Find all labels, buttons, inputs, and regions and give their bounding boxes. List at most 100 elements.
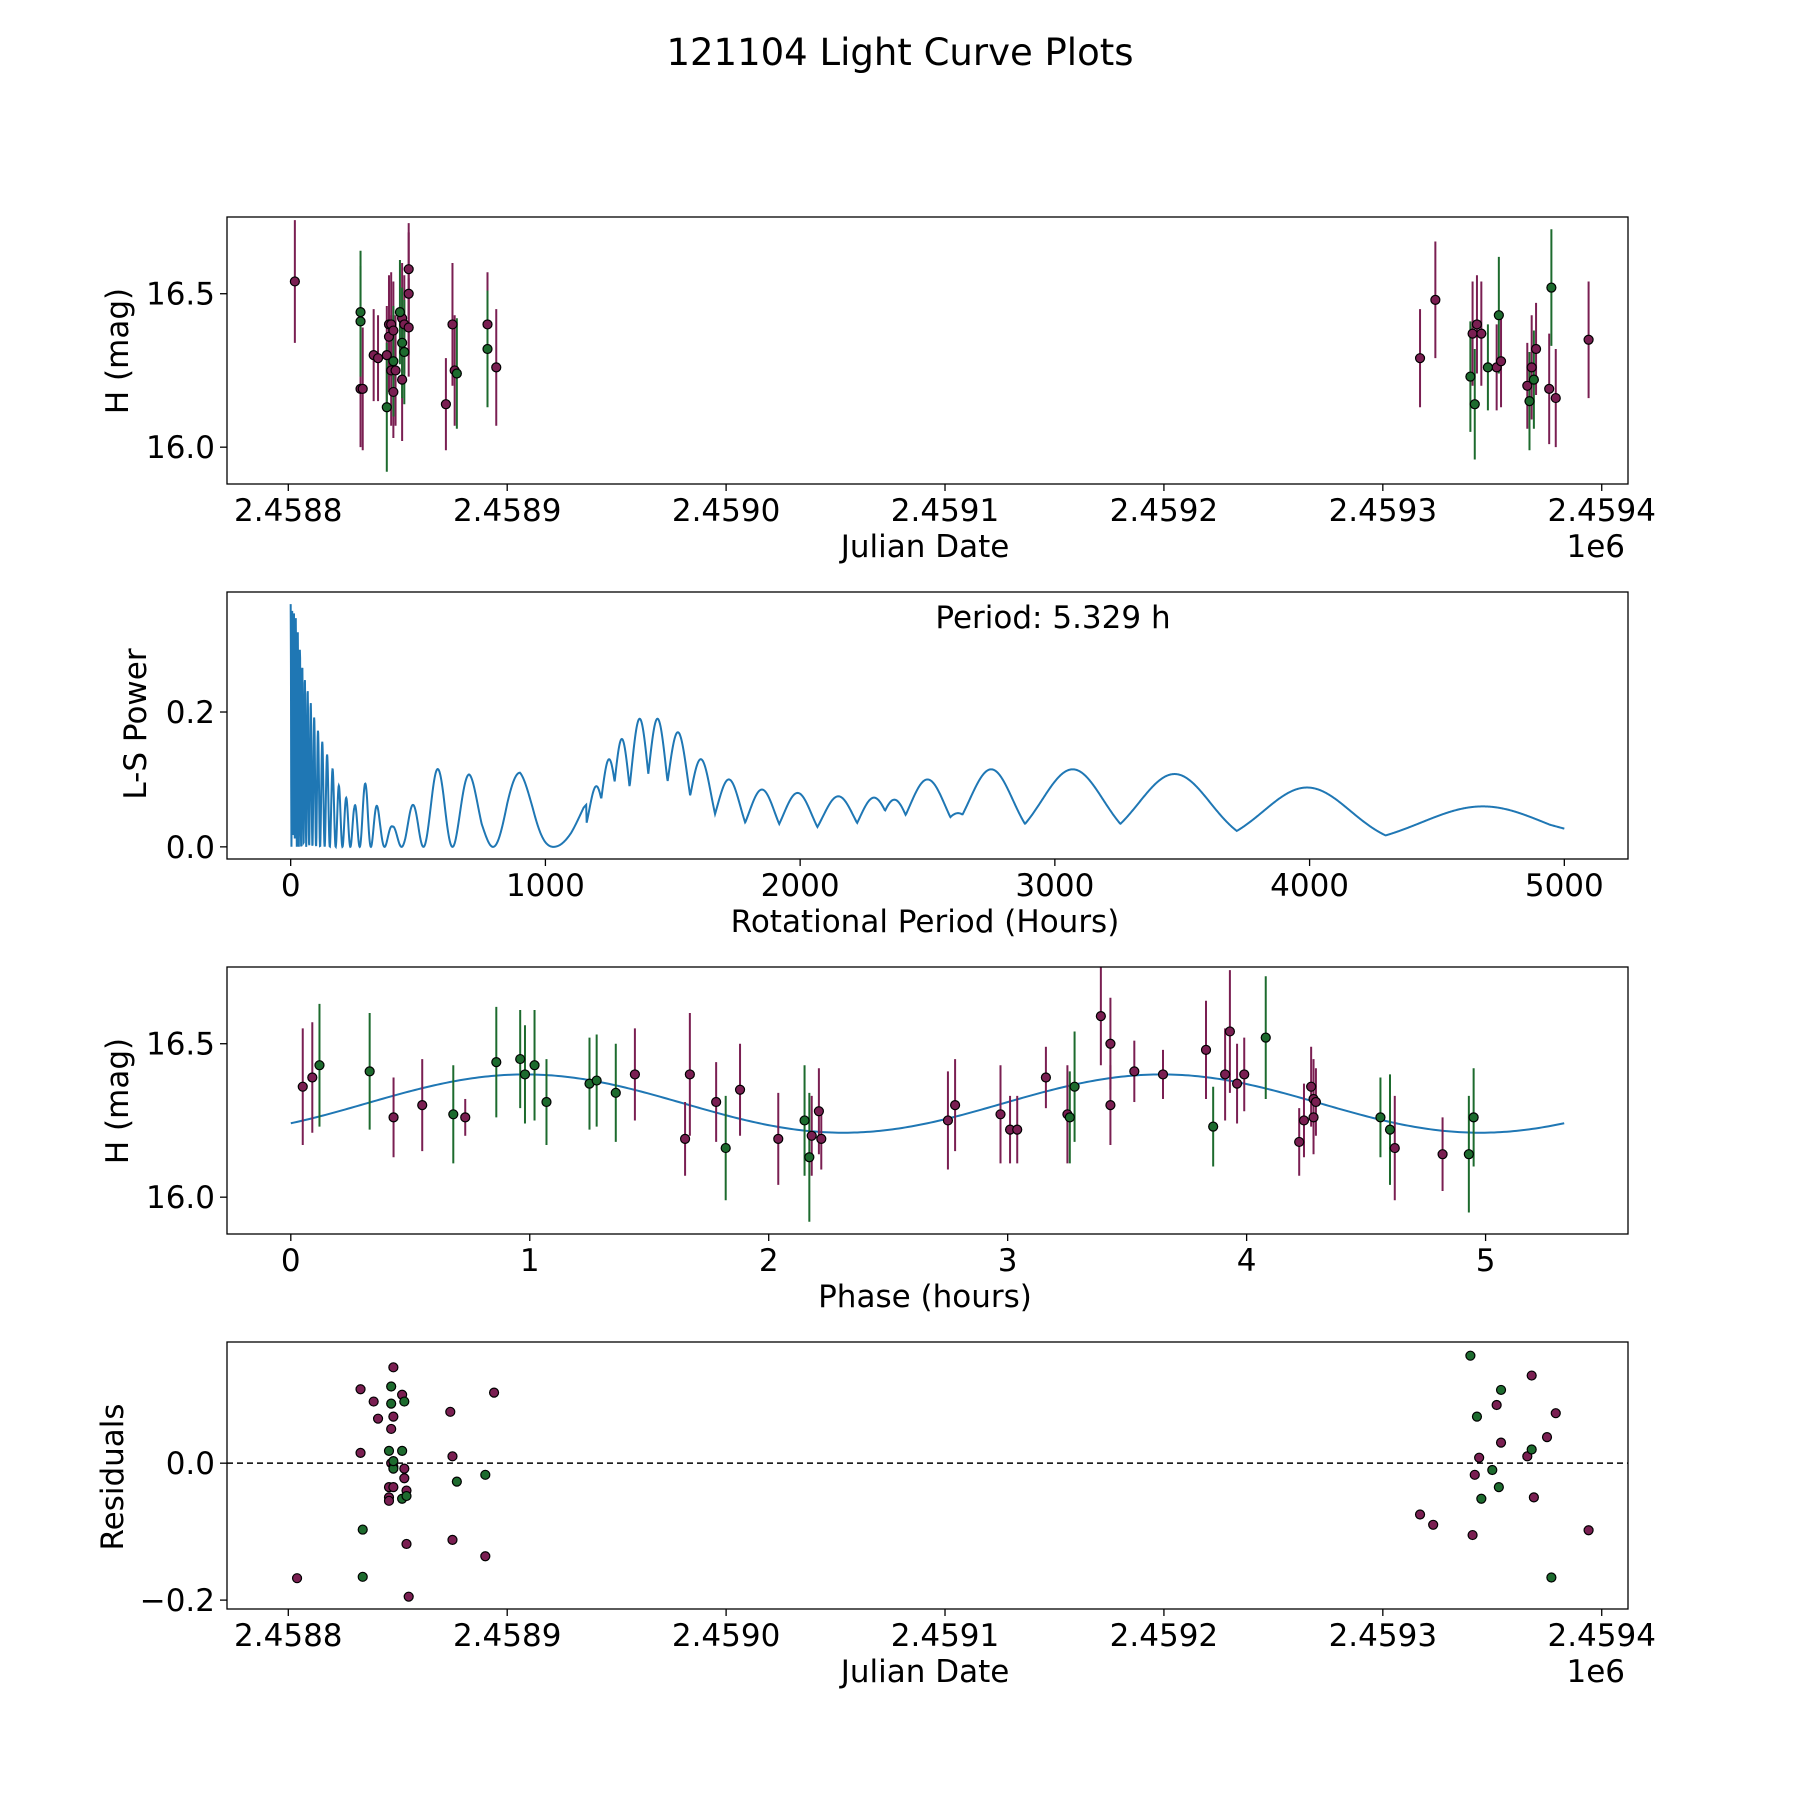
phase-point-purple	[1306, 1081, 1317, 1092]
phase-xtick-label: 4	[1237, 1243, 1257, 1279]
lightcurve-point-purple	[1467, 328, 1478, 339]
lightcurve-point-purple	[440, 399, 452, 410]
phase-point-purple	[1308, 1112, 1319, 1123]
phase-point-purple	[1129, 1066, 1140, 1077]
lightcurve-point-purple	[403, 322, 414, 333]
phase-point-purple	[460, 1112, 471, 1123]
residuals-point-purple	[447, 1534, 458, 1545]
residuals-ytick-label: −0.2	[140, 1583, 215, 1619]
residuals-point-purple	[388, 1411, 399, 1422]
residuals-point-purple	[1528, 1492, 1539, 1503]
residuals-point-purple	[403, 1591, 414, 1602]
phase-xtick-label: 0	[281, 1243, 301, 1279]
phase-point-purple	[684, 1069, 695, 1080]
lightcurve-point-green	[1528, 374, 1539, 385]
phase-point-purple	[1294, 1136, 1305, 1148]
residuals-point-purple	[1583, 1525, 1594, 1536]
residuals-point-green	[1487, 1464, 1498, 1476]
phase-point-purple	[1298, 1115, 1310, 1126]
residuals-panel: Julian Date Residuals 1e6 2.4588 2.4589 2.…	[95, 1341, 1656, 1690]
phase-point-purple	[629, 1069, 640, 1080]
lightcurve-point-green	[1524, 396, 1535, 407]
lightcurve-point-purple	[403, 288, 414, 299]
lightcurve-point-purple	[491, 362, 502, 373]
lightcurve-xtick-label: 2.4591	[891, 493, 999, 529]
residuals-ytick-label: 0.0	[166, 1446, 215, 1482]
residuals-point-purple	[401, 1538, 412, 1550]
lightcurve-offset-label: 1e6	[1566, 529, 1625, 565]
residuals-point-purple	[480, 1551, 491, 1562]
phase-point-purple	[816, 1133, 827, 1144]
residuals-point-green	[1465, 1350, 1476, 1361]
lightcurve-point-green	[355, 307, 366, 318]
phase-point-green	[720, 1142, 731, 1154]
residuals-xtick-label: 2.4590	[672, 1618, 780, 1654]
residuals-point-purple	[1428, 1519, 1439, 1530]
residuals-point-green	[383, 1445, 395, 1456]
phase-axes-frame	[226, 966, 1629, 1235]
phase-point-purple	[679, 1133, 691, 1144]
lightcurve-xtick-label: 2.4594	[1547, 493, 1655, 529]
phase-xtick-label: 5	[1476, 1243, 1496, 1279]
lightcurve-point-green	[1465, 371, 1476, 382]
phase-point-purple	[995, 1109, 1006, 1120]
residuals-point-purple	[291, 1573, 303, 1584]
lightcurve-point-purple	[390, 365, 401, 376]
residuals-xlabel: Julian Date	[839, 1654, 1010, 1690]
phase-point-purple	[734, 1084, 746, 1095]
residuals-point-green	[386, 1381, 397, 1392]
periodogram-line	[289, 604, 1565, 850]
phase-point-purple	[949, 1100, 961, 1111]
lightcurve-point-green	[1546, 282, 1557, 293]
residuals-point-purple	[1467, 1529, 1478, 1541]
phase-point-purple	[297, 1081, 308, 1092]
phase-point-purple	[417, 1100, 428, 1111]
periodogram-ylabel: L-S Power	[118, 648, 154, 799]
phase-point-green	[541, 1096, 552, 1108]
phase-point-purple	[773, 1133, 784, 1144]
residuals-point-purple	[1491, 1399, 1502, 1411]
phase-point-purple	[1105, 1038, 1116, 1049]
periodogram-xtick-label: 1000	[506, 868, 585, 904]
lightcurve-point-green	[1469, 399, 1480, 410]
phase-point-green	[364, 1066, 375, 1077]
periodogram-xtick-label: 2000	[761, 868, 840, 904]
periodogram-xtick-label: 4000	[1270, 868, 1349, 904]
phase-ytick-label: 16.0	[146, 1180, 215, 1216]
phase-point-green	[799, 1115, 810, 1126]
lightcurve-point-purple	[1583, 334, 1594, 345]
phase-point-green	[491, 1057, 502, 1068]
phase-point-purple	[1012, 1124, 1023, 1135]
lightcurve-xlabel: Julian Date	[839, 529, 1010, 565]
lightcurve-ytick-label: 16.0	[146, 430, 215, 466]
lightcurve-point-purple	[447, 319, 458, 330]
lightcurve-point-green	[1482, 362, 1494, 373]
periodogram-panel: Rotational Period (Hours) L-S Power Peri…	[118, 591, 1629, 940]
lightcurve-point-green	[394, 307, 406, 318]
phase-point-purple	[1437, 1149, 1448, 1160]
lightcurve-axes-frame	[226, 216, 1629, 485]
residuals-xtick-label: 2.4593	[1329, 1618, 1437, 1654]
phase-point-green	[529, 1060, 540, 1071]
residuals-point-green	[1495, 1384, 1507, 1396]
residuals-point-purple	[399, 1463, 410, 1474]
phase-point-purple	[1224, 1026, 1235, 1037]
phase-point-purple	[1105, 1100, 1116, 1111]
phase-point-green	[1384, 1124, 1396, 1135]
residuals-point-green	[480, 1469, 491, 1480]
periodogram-axes-frame	[226, 591, 1629, 860]
residuals-point-purple	[1541, 1432, 1553, 1443]
residuals-xtick-label: 2.4591	[891, 1618, 999, 1654]
lightcurve-xtick-label: 2.4589	[453, 493, 561, 529]
lightcurve-point-purple	[388, 325, 399, 336]
periodogram-xtick-label: 0	[281, 868, 301, 904]
phase-point-purple	[1095, 1011, 1106, 1022]
lightcurve-point-green	[355, 316, 366, 327]
phase-point-purple	[711, 1096, 722, 1108]
residuals-point-purple	[1414, 1509, 1426, 1520]
lightcurve-point-green	[1493, 310, 1504, 321]
phase-point-purple	[1220, 1069, 1231, 1080]
lightcurve-point-green	[399, 346, 410, 358]
